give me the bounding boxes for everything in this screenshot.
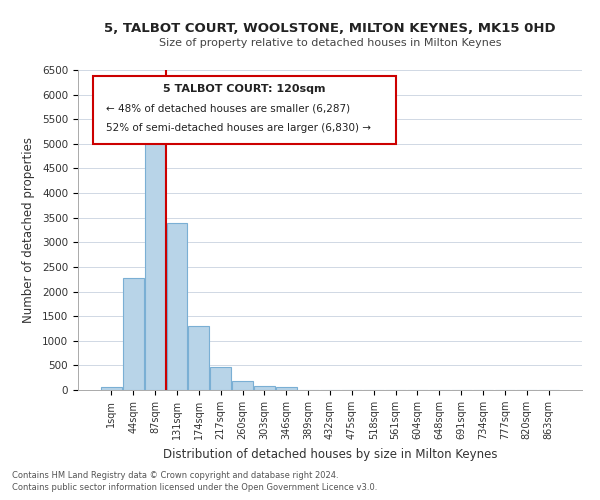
Text: ← 48% of detached houses are smaller (6,287): ← 48% of detached houses are smaller (6,… [106,104,350,114]
Text: 52% of semi-detached houses are larger (6,830) →: 52% of semi-detached houses are larger (… [106,123,371,133]
Bar [167,222,187,390]
Bar [101,387,122,390]
Text: 5, TALBOT COURT, WOOLSTONE, MILTON KEYNES, MK15 0HD: 5, TALBOT COURT, WOOLSTONE, MILTON KEYNE… [104,22,556,36]
Bar [145,122,166,390]
Text: Contains HM Land Registry data © Crown copyright and database right 2024.: Contains HM Land Registry data © Crown c… [12,471,338,480]
Bar [232,382,253,390]
Text: 5 TALBOT COURT: 120sqm: 5 TALBOT COURT: 120sqm [163,84,326,94]
X-axis label: Distribution of detached houses by size in Milton Keynes: Distribution of detached houses by size … [163,448,497,460]
Text: Contains public sector information licensed under the Open Government Licence v3: Contains public sector information licen… [12,484,377,492]
Y-axis label: Number of detached properties: Number of detached properties [22,137,35,323]
Text: Size of property relative to detached houses in Milton Keynes: Size of property relative to detached ho… [159,38,501,48]
Bar [123,278,143,390]
Bar [188,326,209,390]
Bar [254,386,275,390]
Bar [210,366,231,390]
FancyBboxPatch shape [93,76,395,144]
Bar [276,388,296,390]
